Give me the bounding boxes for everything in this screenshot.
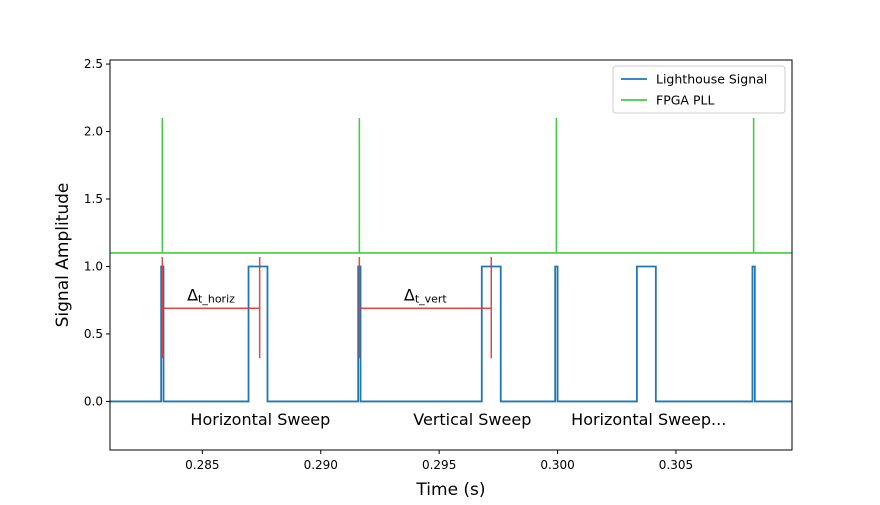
x-tick-label: 0.290: [304, 458, 338, 472]
delta-subscript: t_horiz: [198, 292, 235, 305]
x-tick-label: 0.285: [185, 458, 219, 472]
y-tick-label: 1.5: [84, 192, 103, 206]
y-tick-label: 2.0: [84, 125, 103, 139]
sweep-label: Horizontal Sweep...: [571, 410, 726, 429]
y-axis: 0.0 0.5 1.0 1.5 2.0 2.5: [84, 57, 110, 408]
delta-bracket: [161, 257, 261, 359]
x-axis: 0.285 0.290 0.295 0.300 0.305: [185, 450, 693, 472]
plot-frame: [109, 59, 793, 451]
x-tick-label: 0.300: [540, 458, 574, 472]
y-tick-label: 2.5: [84, 57, 103, 71]
delta-label: Δt_horiz: [187, 285, 235, 305]
sweep-label: Vertical Sweep: [413, 410, 531, 429]
x-tick-label: 0.305: [659, 458, 693, 472]
y-axis-label: Signal Amplitude: [53, 183, 73, 328]
y-tick-label: 0.0: [84, 394, 103, 408]
legend: Lighthouse Signal FPGA PLL: [612, 65, 786, 114]
legend-box: [612, 65, 786, 114]
delta-symbol: Δ: [187, 285, 198, 304]
legend-entry-label: FPGA PLL: [656, 93, 714, 108]
delta-bracket: [358, 257, 493, 359]
x-tick-label: 0.295: [422, 458, 456, 472]
legend-entry-label: Lighthouse Signal: [656, 72, 767, 87]
delta-symbol: Δ: [404, 285, 415, 304]
delta-subscript: t_vert: [415, 292, 448, 305]
sweep-label: Horizontal Sweep: [190, 410, 330, 429]
x-axis-label: Time (s): [415, 480, 485, 500]
y-tick-label: 0.5: [84, 327, 103, 341]
delta-label: Δt_vert: [404, 285, 448, 305]
y-tick-label: 1.0: [84, 259, 103, 273]
